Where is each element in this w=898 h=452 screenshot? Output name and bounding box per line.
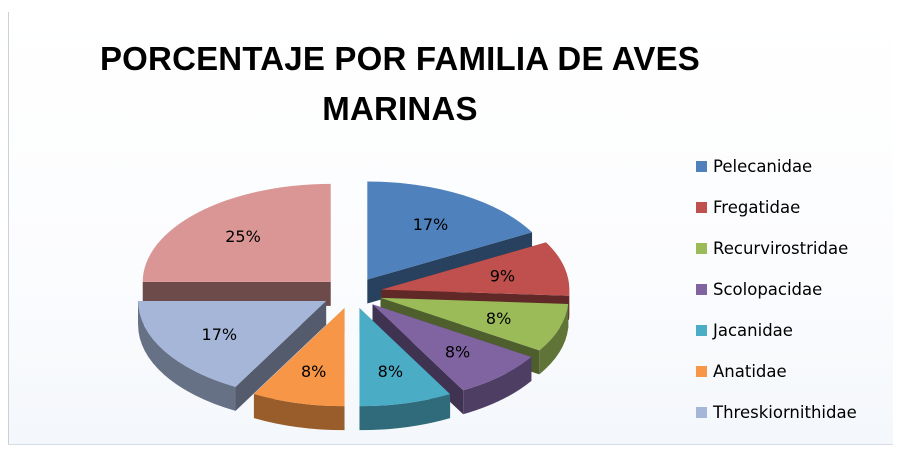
legend-label: Fregatidae xyxy=(713,197,801,217)
slice-6-wall xyxy=(138,300,236,411)
slice-2-wall xyxy=(539,303,569,375)
legend-item-3: Scolopacidae xyxy=(696,279,822,299)
slice-7-edge xyxy=(142,281,331,306)
slice-7 xyxy=(142,183,331,306)
slice-4 xyxy=(359,308,451,431)
slice-5 xyxy=(253,308,345,431)
data-label-5: 8% xyxy=(301,362,326,381)
data-label-7: 25% xyxy=(225,227,261,246)
data-label-0: 17% xyxy=(413,215,449,234)
legend-item-2: Recurvirostridae xyxy=(696,238,848,258)
slice-7-top xyxy=(142,183,331,282)
legend-swatch xyxy=(696,406,707,418)
legend-swatch xyxy=(696,201,707,213)
chart-title-line-2: MARINAS xyxy=(322,90,478,127)
slice-3-top xyxy=(372,304,532,391)
slice-5-wall xyxy=(253,394,345,431)
data-label-3: 8% xyxy=(445,343,470,362)
legend-swatch xyxy=(696,242,707,254)
slice-4-top xyxy=(359,308,451,407)
slice-6-top xyxy=(138,300,327,387)
data-label-1: 9% xyxy=(490,266,515,285)
slice-1-top xyxy=(381,242,570,296)
slice-3-wall xyxy=(463,356,532,415)
data-label-4: 8% xyxy=(378,362,403,381)
legend-label: Scolopacidae xyxy=(713,279,823,299)
legend-item-0: Pelecanidae xyxy=(696,156,812,176)
data-label-2: 8% xyxy=(486,309,511,328)
legend-item-5: Anatidae xyxy=(696,361,787,381)
slice-4-wall xyxy=(359,394,451,431)
legend-swatch xyxy=(696,324,707,336)
legend-item-4: Jacanidae xyxy=(696,320,793,340)
legend-label: Jacanidae xyxy=(713,320,793,340)
legend-swatch xyxy=(696,160,707,172)
legend-label: Recurvirostridae xyxy=(713,238,849,258)
legend-label: Threskiornithidae xyxy=(713,402,857,422)
data-label-6: 17% xyxy=(202,325,238,344)
slice-0-top xyxy=(367,181,533,280)
legend-item-1: Fregatidae xyxy=(696,197,800,217)
legend-item-6: Threskiornithidae xyxy=(696,402,857,422)
legend-swatch xyxy=(696,283,707,295)
legend-label: Anatidae xyxy=(713,361,787,381)
chart-title: PORCENTAJE POR FAMILIA DE AVES MARINAS xyxy=(90,34,710,134)
slice-6 xyxy=(138,300,327,411)
legend-label: Pelecanidae xyxy=(713,156,813,176)
legend-swatch xyxy=(696,365,707,377)
slice-2-top xyxy=(380,297,569,351)
slice-5-top xyxy=(253,308,345,407)
chart-title-line-1: PORCENTAJE POR FAMILIA DE AVES xyxy=(99,40,701,77)
slice-6-edge xyxy=(235,300,327,411)
